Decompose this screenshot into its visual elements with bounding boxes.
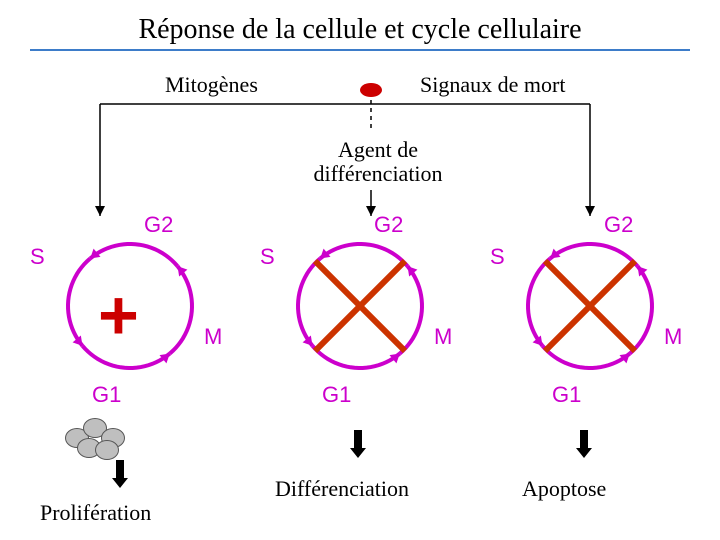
phase-g1-label: G1 [90,384,123,406]
phase-g2-label: G2 [142,214,175,236]
signal-lines-svg [0,70,720,230]
cell-cycle-apoptose: G2 S M G1 [490,216,690,416]
phase-s-label: S [28,246,47,268]
phase-m-label: M [202,326,224,348]
phase-m-label: M [432,326,454,348]
phase-g2-label: G2 [602,214,635,236]
plus-icon: + [98,280,139,350]
phase-g1-label: G1 [320,384,353,406]
page-title: Réponse de la cellule et cycle cellulair… [138,14,581,46]
phase-g2-label: G2 [372,214,405,236]
phase-m-label: M [662,326,684,348]
phase-g1-label: G1 [550,384,583,406]
phase-s-label: S [258,246,277,268]
title-underline [30,49,690,51]
phase-s-label: S [488,246,507,268]
outcome-proliferation: Prolifération [40,500,151,526]
signal-arrows: Mitogènes Signaux de mort Agent de diffé… [0,70,720,210]
outcome-apoptose: Apoptose [522,476,606,502]
outcome-differenciation: Différenciation [275,476,409,502]
cell-cycle-differenciation: G2 S M G1 [260,216,460,416]
